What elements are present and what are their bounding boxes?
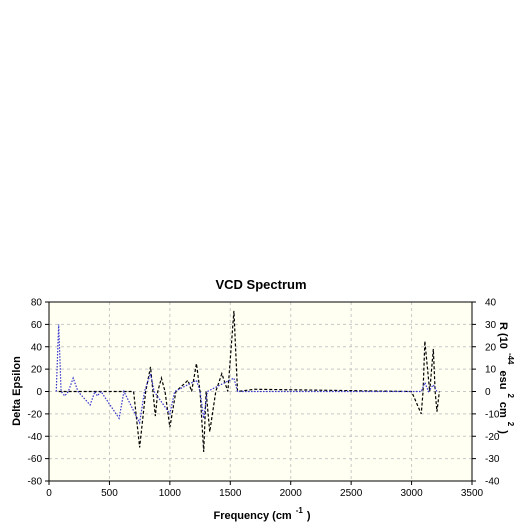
y2-label-text: ) [497, 430, 509, 434]
y2-tick-label: -40 [485, 477, 500, 488]
y2-tick-label: 20 [485, 342, 497, 353]
x-tick-label: 1000 [159, 488, 182, 499]
y2-label-text: cm [497, 402, 509, 418]
y2-label-sup: 2 [506, 422, 515, 427]
series-line [58, 310, 440, 452]
y-tick-label: -40 [28, 432, 43, 443]
y2-tick-label: 40 [485, 298, 497, 309]
x-label-text: Frequency (cm [213, 510, 291, 522]
y2-tick-label: 30 [485, 320, 497, 331]
y-tick-label: 0 [36, 387, 42, 398]
y2-tick-label: 10 [485, 365, 497, 376]
x-tick-label: 3500 [461, 488, 484, 499]
x-label-text: ) [307, 510, 311, 522]
x-label-sup: -1 [296, 506, 304, 515]
chart-title: VCD Spectrum [215, 277, 306, 292]
plot-frame [48, 301, 473, 482]
y2-label-text: R (10 [497, 322, 509, 349]
y-tick-label: 60 [31, 320, 43, 331]
y-tick-label: -20 [28, 409, 43, 420]
y-axis-label: Delta Epsilon [11, 356, 23, 426]
y2-label-sup: 2 [506, 393, 515, 398]
y2-tick-label: -10 [485, 409, 500, 420]
y-tick-label: -60 [28, 454, 43, 465]
x-tick-label: 3000 [400, 488, 423, 499]
y-tick-label: 40 [31, 342, 43, 353]
y2-tick-label: -30 [485, 454, 500, 465]
y2-axis-label: R (10 -44 esu 2 cm 2) [497, 322, 515, 434]
x-tick-label: 2500 [340, 488, 363, 499]
y2-tick-label: 0 [485, 387, 491, 398]
y2-tick-label: -20 [485, 432, 500, 443]
y2-label-text: esu [497, 370, 509, 389]
y2-label-sup: -44 [506, 353, 515, 365]
y-tick-label: 80 [31, 298, 43, 309]
y-tick-label: 20 [31, 365, 43, 376]
x-tick-label: 500 [101, 488, 118, 499]
x-tick-label: 0 [46, 488, 52, 499]
x-axis-label: Frequency (cm -1) [213, 506, 310, 522]
x-tick-label: 2000 [280, 488, 303, 499]
x-tick-label: 1500 [219, 488, 242, 499]
y-tick-label: -80 [28, 477, 43, 488]
